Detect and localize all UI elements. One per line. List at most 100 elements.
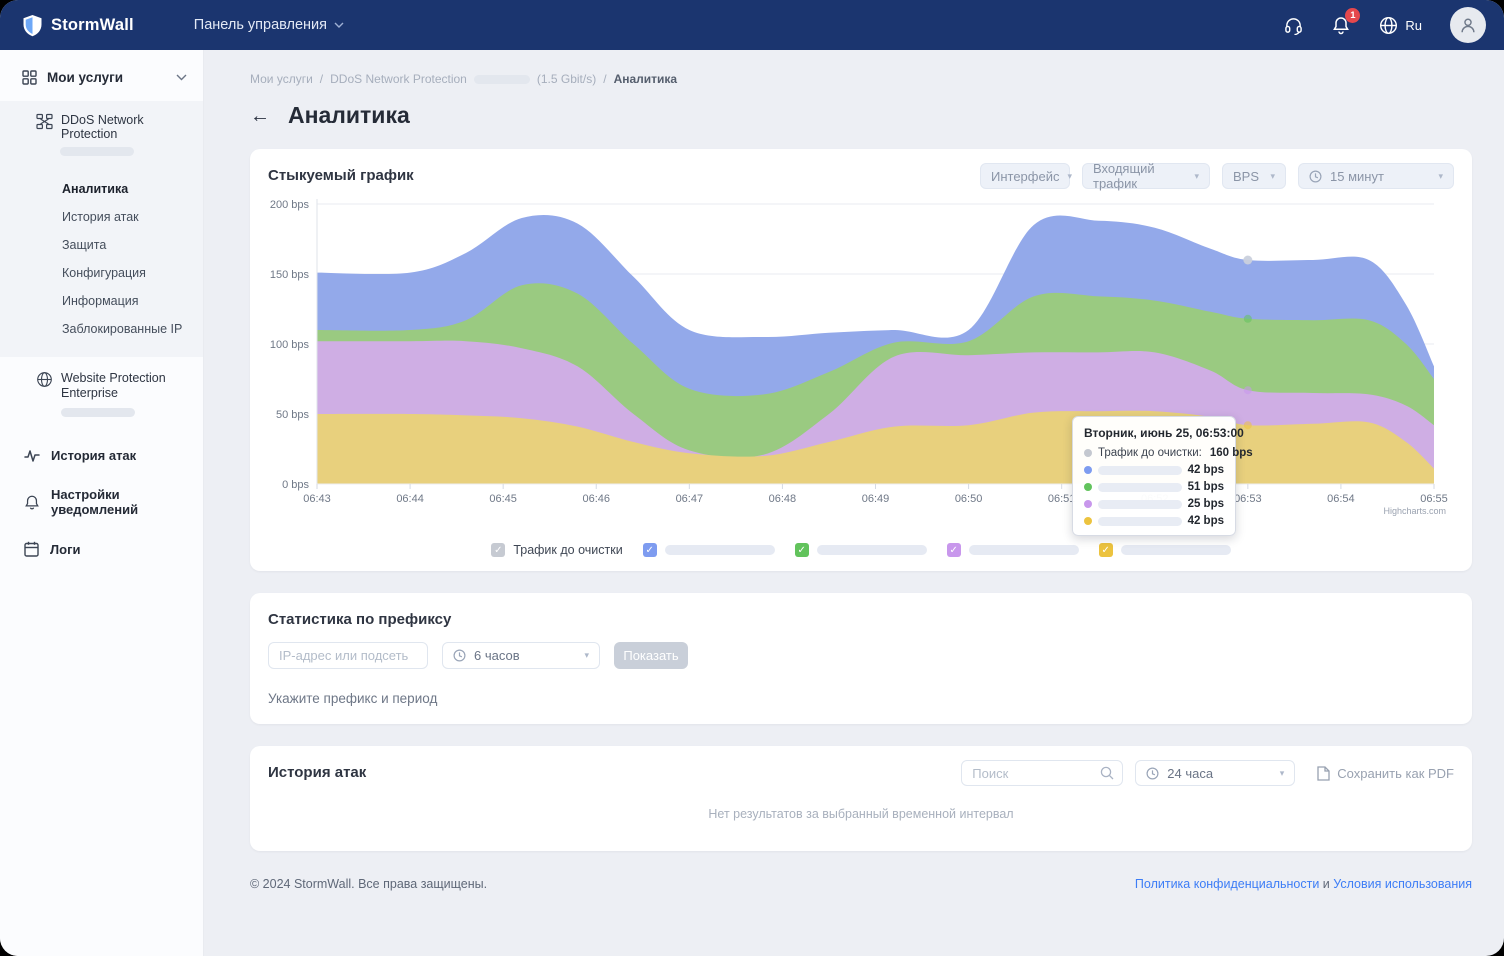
redacted-series-name <box>1098 499 1182 509</box>
chart-canvas: 06:43 06:44 06:45 06:46 06:47 06:48 06:49 06:50… <box>270 199 1448 505</box>
chart-filters: Интерфейс ▾ Входящий трафик ▾ BPS ▾ 15 мину… <box>980 161 1454 191</box>
sidebar-link-notification-settings[interactable]: Настройки уведомлений <box>0 475 203 529</box>
sidebar-subitem[interactable]: Защита <box>62 238 107 252</box>
attacks-period-select[interactable]: 24 часа ▾ <box>1135 760 1296 786</box>
sidebar-subitem[interactable]: История атак <box>62 210 139 224</box>
breadcrumb-service[interactable]: DDoS Network Protection <box>330 72 467 86</box>
chart-card-title: Стыкуемый график <box>268 167 414 184</box>
prefix-period-select[interactable]: 6 часов ▾ <box>442 642 600 669</box>
tooltip-total-row: Трафик до очистки: 160 bps <box>1084 447 1253 459</box>
svg-text:06:45: 06:45 <box>489 493 517 505</box>
unit-select[interactable]: BPS ▾ <box>1222 163 1286 189</box>
redacted-series-name <box>1098 482 1182 492</box>
select-value: Входящий трафик <box>1093 161 1155 191</box>
notifications-bell-icon[interactable]: 1 <box>1331 8 1361 35</box>
sidebar-link-label: Настройки уведомлений <box>51 487 139 517</box>
sidebar-subitem[interactable]: Конфигурация <box>62 266 146 280</box>
checkbox-checked[interactable]: ✓ <box>794 543 809 557</box>
back-button[interactable]: ← <box>250 104 270 127</box>
search-icon <box>1101 766 1114 780</box>
clock-icon <box>453 649 466 662</box>
person-icon <box>1461 18 1475 33</box>
breadcrumb-service-speed: (1.5 Gbit/s) <box>536 72 597 86</box>
chart-tooltip: Вторник, июнь 25, 06:53:00 Трафик до очи… <box>1072 416 1253 536</box>
sidebar-subitem[interactable]: Информация <box>62 294 139 308</box>
traffic-direction-select[interactable]: Входящий трафик ▾ <box>1082 161 1210 191</box>
redacted-series-name <box>816 545 927 555</box>
attack-history-card: История атак 24 часа ▾ Сохранить как PDF… <box>250 746 1472 851</box>
page-footer: © 2024 StormWall. Все права защищены. По… <box>250 877 1472 917</box>
svg-text:06:54: 06:54 <box>1327 493 1355 505</box>
legend-item-series-yellow[interactable]: ✓ <box>1098 543 1231 557</box>
sidebar-section-my-services[interactable]: Мои услуги <box>0 50 203 101</box>
redacted-series-name <box>1098 516 1182 526</box>
caret-down-icon: ▾ <box>1279 767 1285 778</box>
sidebar-item-website-protection[interactable]: Website Protection Enterprise <box>0 357 203 422</box>
prefix-note: Укажите префикс и период <box>268 691 438 706</box>
footer-links-separator: и <box>1319 877 1334 891</box>
caret-down-icon: ▾ <box>1067 170 1073 181</box>
breadcrumb-my-services[interactable]: Мои услуги <box>250 72 313 86</box>
highcharts-credit[interactable]: Highcharts.com <box>1383 506 1446 516</box>
series-dot <box>1084 517 1092 525</box>
tooltip-total-label: Трафик до очистки: <box>1098 447 1202 459</box>
activity-icon <box>24 449 40 462</box>
tooltip-series-row: 42 bps <box>1084 464 1224 476</box>
tooltip-title: Вторник, июнь 25, 06:53:00 <box>1084 426 1244 440</box>
brand-logo[interactable]: StormWall <box>22 14 134 37</box>
sidebar-section-label: Мои услуги <box>47 70 124 85</box>
privacy-policy-link[interactable]: Политика конфиденциальности <box>1134 877 1320 891</box>
sidebar-link-logs[interactable]: Логи <box>0 529 203 569</box>
series-dot <box>1084 500 1092 508</box>
redacted-service-id <box>61 408 135 417</box>
tooltip-series-value: 42 bps <box>1187 515 1224 527</box>
sidebar-item-ddos-protection[interactable]: DDoS Network Protection <box>0 111 203 141</box>
svg-text:06:49: 06:49 <box>862 493 890 505</box>
legend-item-series-green[interactable]: ✓ <box>794 543 927 557</box>
attacks-card-title: История атак <box>268 764 367 781</box>
svg-text:50 bps: 50 bps <box>276 409 310 421</box>
caret-down-icon: ▾ <box>1270 170 1275 181</box>
ddos-submenu: Аналитика История атак Защита Конфигурация И… <box>0 165 203 343</box>
nav-menu-dashboard[interactable]: Панель управления <box>194 17 344 33</box>
sidebar-subitem[interactable]: Аналитика <box>62 182 129 196</box>
support-headset-icon[interactable] <box>1283 15 1303 35</box>
select-value: Интерфейс <box>991 168 1060 184</box>
checkbox-checked[interactable]: ✓ <box>1098 543 1113 557</box>
svg-text:100 bps: 100 bps <box>270 339 310 351</box>
legend-item-base[interactable]: ✓ Трафик до очистки <box>491 543 623 557</box>
checkbox-checked[interactable]: ✓ <box>642 543 657 557</box>
search-input[interactable] <box>961 760 1124 786</box>
legend-item-series-purple[interactable]: ✓ <box>946 543 1079 557</box>
svg-text:06:55: 06:55 <box>1420 493 1448 505</box>
sidebar-ddos-group: DDoS Network Protection Аналитика История… <box>0 101 203 357</box>
tooltip-series-row: 42 bps <box>1084 515 1224 527</box>
sidebar: Мои услуги DDoS Network Protection Анали… <box>0 50 204 956</box>
checkbox-checked[interactable]: ✓ <box>946 543 961 557</box>
show-button[interactable]: Показать <box>614 642 688 669</box>
sidebar-link-attack-history[interactable]: История атак <box>0 436 203 475</box>
save-pdf-button[interactable]: Сохранить как PDF <box>1317 766 1454 781</box>
document-icon <box>1317 765 1330 781</box>
tooltip-total-value: 160 bps <box>1209 447 1253 459</box>
prefix-input[interactable] <box>268 642 428 669</box>
sidebar-link-label: История атак <box>51 448 137 463</box>
legend-item-series-blue[interactable]: ✓ <box>642 543 775 557</box>
period-select[interactable]: 15 минут ▾ <box>1298 163 1454 189</box>
svg-text:06:53: 06:53 <box>1234 493 1262 505</box>
breadcrumb: Мои услуги / DDoS Network Protection (1.… <box>250 72 1472 86</box>
legend-label: Трафик до очистки <box>513 543 623 557</box>
language-switcher[interactable]: Ru <box>1379 16 1422 35</box>
interface-select[interactable]: Интерфейс ▾ <box>980 163 1073 189</box>
checkbox-checked-gray[interactable]: ✓ <box>491 543 506 557</box>
terms-link[interactable]: Условия использования <box>1333 877 1472 891</box>
stacked-area-chart[interactable]: 06:43 06:44 06:45 06:46 06:47 06:48 06:49 06:50… <box>268 194 1454 536</box>
save-pdf-label: Сохранить как PDF <box>1337 765 1454 781</box>
globe-icon <box>1380 16 1398 34</box>
select-value: 6 часов <box>474 648 520 663</box>
sidebar-subitem[interactable]: Заблокированные IP <box>62 322 183 336</box>
redacted-service-id <box>473 74 530 84</box>
avatar[interactable] <box>1450 7 1486 43</box>
sidebar-item-label: Website Protection Enterprise <box>61 371 166 400</box>
